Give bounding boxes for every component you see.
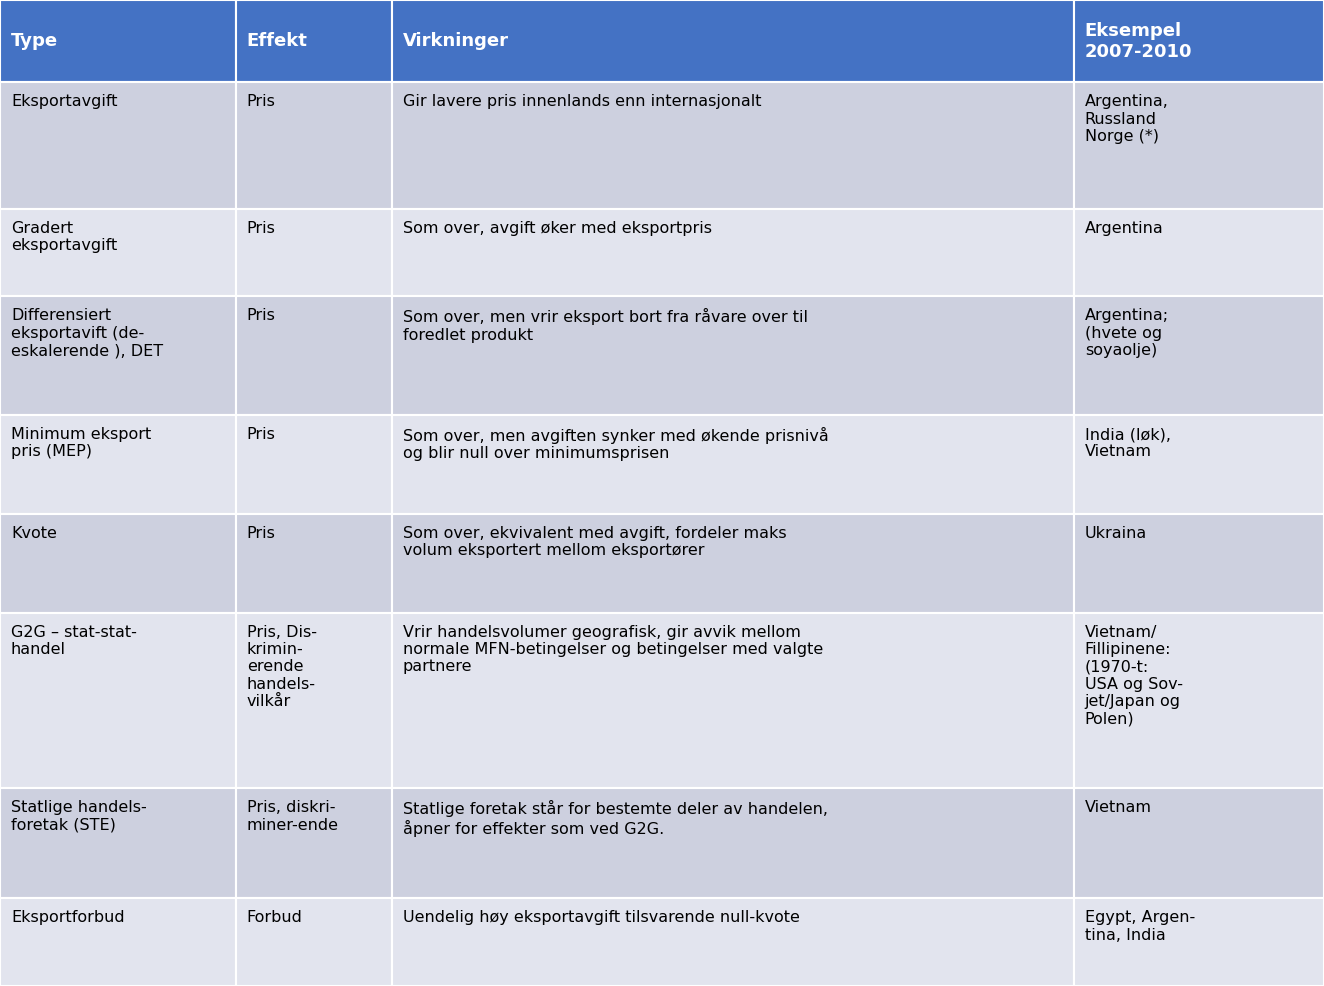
Bar xyxy=(392,297,1074,415)
Bar xyxy=(1074,209,1324,297)
Bar xyxy=(236,789,392,898)
Bar xyxy=(392,612,1074,789)
Text: Vietnam/
Fillipinene:
(1970-t:
USA og Sov-
jet/Japan og
Polen): Vietnam/ Fillipinene: (1970-t: USA og So… xyxy=(1084,625,1182,727)
Bar xyxy=(0,297,236,415)
Bar xyxy=(236,297,392,415)
Bar xyxy=(236,0,392,83)
Bar xyxy=(1074,297,1324,415)
Text: Pris: Pris xyxy=(246,309,275,323)
Bar xyxy=(236,415,392,514)
Bar xyxy=(0,83,236,209)
Text: India (løk),
Vietnam: India (løk), Vietnam xyxy=(1084,427,1170,459)
Text: Minimum eksport
pris (MEP): Minimum eksport pris (MEP) xyxy=(11,427,151,459)
Text: Som over, men avgiften synker med økende prisnivå
og blir null over minimumspris: Som over, men avgiften synker med økende… xyxy=(402,427,829,461)
Text: Pris, diskri-
miner-ende: Pris, diskri- miner-ende xyxy=(246,801,339,833)
Bar xyxy=(236,898,392,986)
Bar xyxy=(0,789,236,898)
Text: Effekt: Effekt xyxy=(246,33,307,50)
Bar xyxy=(1074,0,1324,83)
Bar xyxy=(236,209,392,297)
Bar xyxy=(236,514,392,612)
Bar xyxy=(0,612,236,789)
Text: Pris, Dis-
krimin-
erende
handels-
vilkår: Pris, Dis- krimin- erende handels- vilkå… xyxy=(246,625,316,709)
Bar xyxy=(236,83,392,209)
Text: Differensiert
eksportavift (de-
eskalerende ), DET: Differensiert eksportavift (de- eskalere… xyxy=(11,309,163,358)
Text: Ukraina: Ukraina xyxy=(1084,526,1147,541)
Text: Virkninger: Virkninger xyxy=(402,33,508,50)
Bar xyxy=(0,415,236,514)
Text: Argentina: Argentina xyxy=(1084,221,1164,236)
Bar xyxy=(1074,514,1324,612)
Bar xyxy=(392,898,1074,986)
Text: Forbud: Forbud xyxy=(246,910,303,925)
Bar xyxy=(1074,612,1324,789)
Text: Pris: Pris xyxy=(246,95,275,109)
Text: Eksportforbud: Eksportforbud xyxy=(11,910,124,925)
Text: Statlige foretak står for bestemte deler av handelen,
åpner for effekter som ved: Statlige foretak står for bestemte deler… xyxy=(402,801,828,837)
Bar xyxy=(392,514,1074,612)
Text: Uendelig høy eksportavgift tilsvarende null-kvote: Uendelig høy eksportavgift tilsvarende n… xyxy=(402,910,800,925)
Bar xyxy=(1074,415,1324,514)
Text: G2G – stat-stat-
handel: G2G – stat-stat- handel xyxy=(11,625,136,657)
Bar xyxy=(392,415,1074,514)
Bar xyxy=(0,209,236,297)
Bar xyxy=(1074,83,1324,209)
Text: Argentina;
(hvete og
soyaolje): Argentina; (hvete og soyaolje) xyxy=(1084,309,1169,358)
Text: Kvote: Kvote xyxy=(11,526,57,541)
Bar xyxy=(0,0,236,83)
Text: Type: Type xyxy=(11,33,58,50)
Text: Pris: Pris xyxy=(246,526,275,541)
Bar xyxy=(0,898,236,986)
Text: Gir lavere pris innenlands enn internasjonalt: Gir lavere pris innenlands enn internasj… xyxy=(402,95,761,109)
Text: Som over, avgift øker med eksportpris: Som over, avgift øker med eksportpris xyxy=(402,221,712,236)
Text: Statlige handels-
foretak (STE): Statlige handels- foretak (STE) xyxy=(11,801,147,833)
Bar xyxy=(1074,898,1324,986)
Text: Gradert
eksportavgift: Gradert eksportavgift xyxy=(11,221,118,253)
Text: Argentina,
Russland
Norge (*): Argentina, Russland Norge (*) xyxy=(1084,95,1169,144)
Bar xyxy=(1074,789,1324,898)
Text: Eksempel
2007-2010: Eksempel 2007-2010 xyxy=(1084,22,1193,60)
Text: Pris: Pris xyxy=(246,427,275,442)
Text: Egypt, Argen-
tina, India: Egypt, Argen- tina, India xyxy=(1084,910,1196,943)
Bar xyxy=(392,83,1074,209)
Bar xyxy=(392,209,1074,297)
Bar xyxy=(236,612,392,789)
Text: Eksportavgift: Eksportavgift xyxy=(11,95,118,109)
Bar xyxy=(0,514,236,612)
Text: Vrir handelsvolumer geografisk, gir avvik mellom
normale MFN-betingelser og beti: Vrir handelsvolumer geografisk, gir avvi… xyxy=(402,625,824,674)
Text: Som over, ekvivalent med avgift, fordeler maks
volum eksportert mellom eksportør: Som over, ekvivalent med avgift, fordele… xyxy=(402,526,786,558)
Bar xyxy=(392,789,1074,898)
Bar xyxy=(392,0,1074,83)
Text: Vietnam: Vietnam xyxy=(1084,801,1152,815)
Text: Som over, men vrir eksport bort fra råvare over til
foredlet produkt: Som over, men vrir eksport bort fra råva… xyxy=(402,309,808,343)
Text: Pris: Pris xyxy=(246,221,275,236)
